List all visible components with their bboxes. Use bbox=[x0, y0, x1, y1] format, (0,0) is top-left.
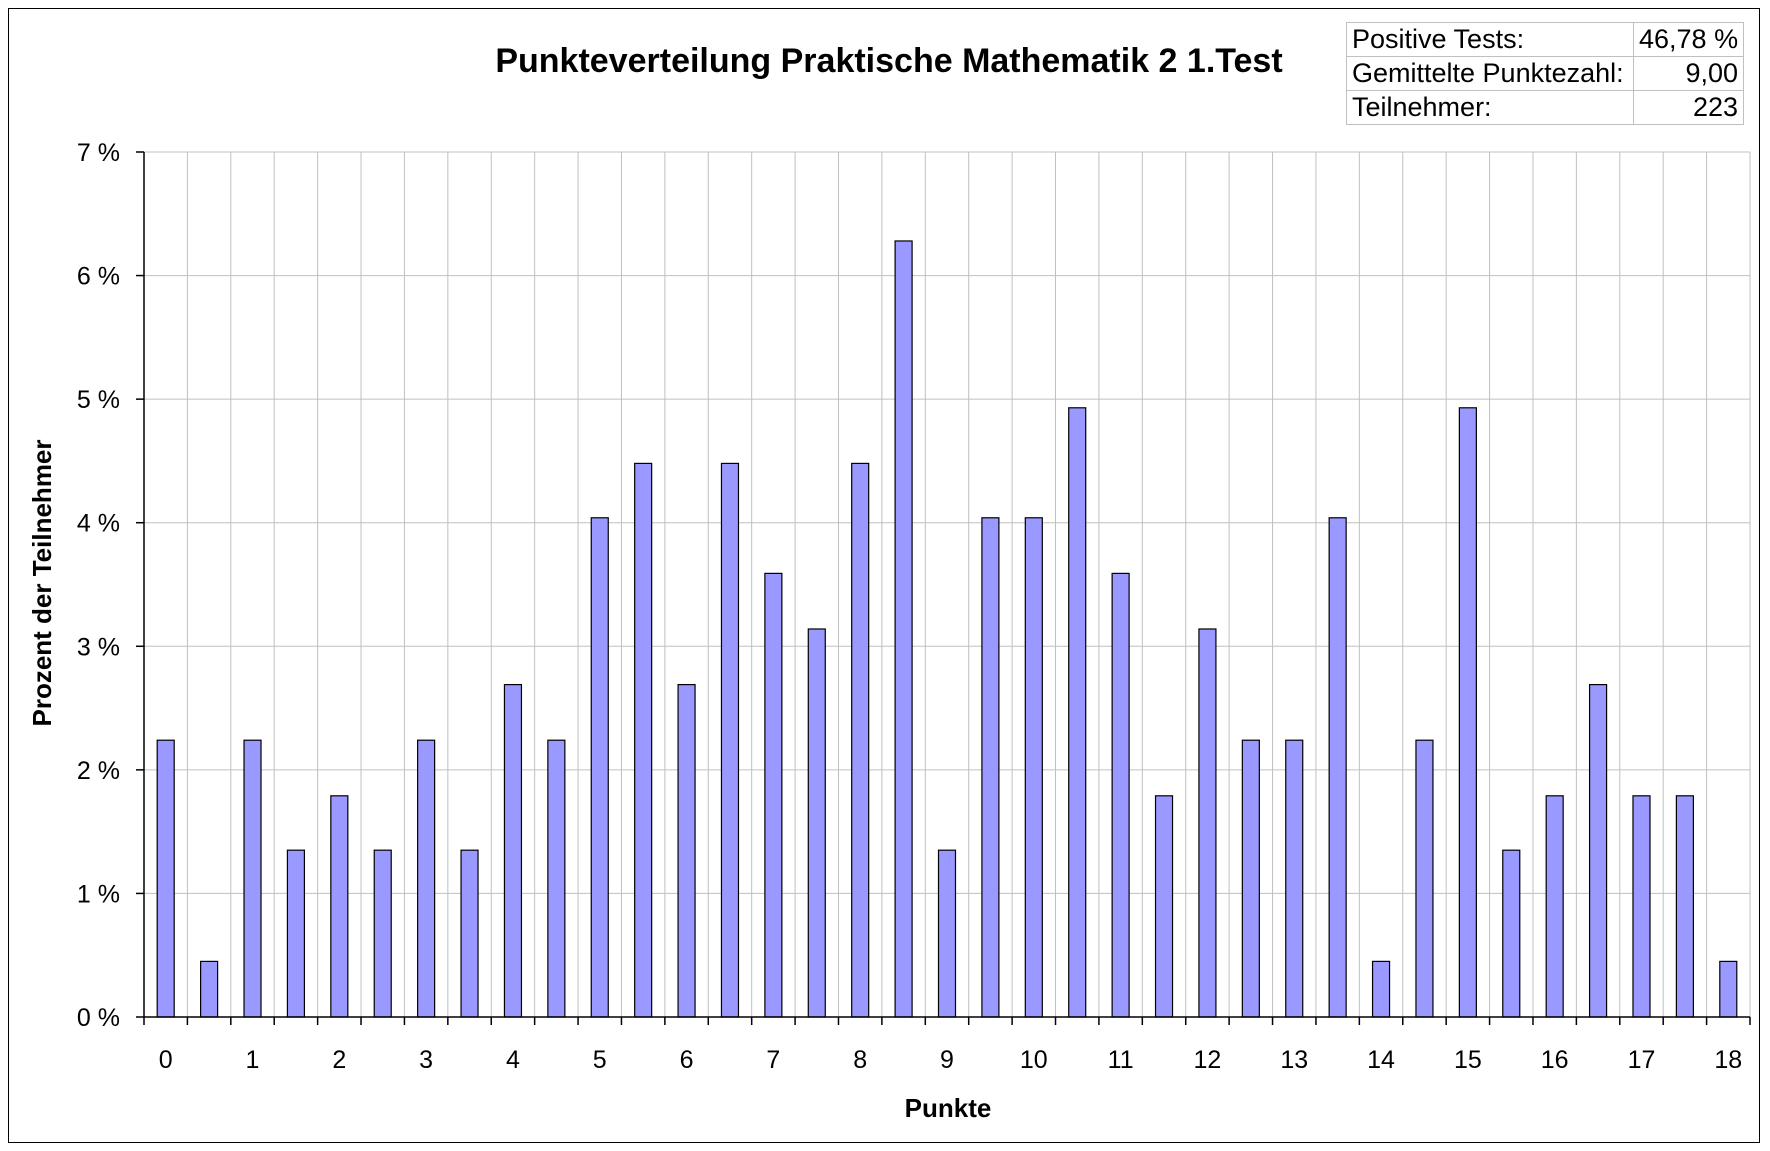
y-tick-label: 4 % bbox=[77, 510, 120, 538]
chart-frame bbox=[8, 8, 1760, 1143]
bar bbox=[807, 628, 826, 1018]
bar bbox=[677, 683, 696, 1018]
bar bbox=[851, 462, 870, 1018]
stats-label: Teilnehmer: bbox=[1346, 90, 1634, 125]
x-tick-label: 3 bbox=[419, 1046, 433, 1074]
stats-table: Positive Tests: 46,78 % Gemittelte Punkt… bbox=[1346, 22, 1745, 125]
bar bbox=[937, 849, 957, 1018]
bar bbox=[503, 683, 523, 1018]
stats-value: 46,78 % bbox=[1632, 22, 1745, 57]
bar bbox=[1111, 572, 1130, 1018]
x-tick-label: 4 bbox=[506, 1046, 520, 1074]
bar bbox=[764, 572, 783, 1018]
y-tick-label: 1 % bbox=[77, 880, 120, 908]
bar bbox=[156, 739, 175, 1018]
x-tick-label: 10 bbox=[1020, 1046, 1048, 1074]
x-tick-label: 9 bbox=[940, 1046, 954, 1074]
bar bbox=[1285, 739, 1304, 1018]
x-tick-label: 5 bbox=[593, 1046, 607, 1074]
bar bbox=[1328, 517, 1347, 1018]
bar bbox=[1458, 407, 1477, 1018]
bar bbox=[286, 849, 306, 1018]
x-tick-label: 14 bbox=[1367, 1046, 1395, 1074]
stats-value: 9,00 bbox=[1632, 56, 1745, 91]
x-tick-label: 18 bbox=[1714, 1046, 1742, 1074]
bar bbox=[1675, 795, 1694, 1018]
x-tick-label: 11 bbox=[1108, 1046, 1134, 1074]
chart-title: Punkteverteilung Praktische Mathematik 2… bbox=[495, 42, 1282, 80]
bar bbox=[1415, 739, 1434, 1018]
x-tick-label: 12 bbox=[1194, 1046, 1222, 1074]
bar bbox=[1632, 795, 1651, 1018]
stats-row-positive-tests: Positive Tests: 46,78 % bbox=[1346, 22, 1745, 57]
bar bbox=[1545, 795, 1564, 1018]
y-tick-label: 7 % bbox=[77, 139, 120, 167]
stats-value: 223 bbox=[1632, 90, 1745, 125]
stats-label: Gemittelte Punktezahl: bbox=[1346, 56, 1634, 91]
bar bbox=[1719, 960, 1738, 1018]
bar bbox=[330, 795, 349, 1018]
bar bbox=[1198, 628, 1217, 1018]
bar bbox=[1154, 795, 1174, 1018]
stats-label: Positive Tests: bbox=[1346, 22, 1634, 57]
x-tick-label: 6 bbox=[680, 1046, 694, 1074]
bar bbox=[720, 462, 740, 1018]
bar bbox=[1241, 739, 1260, 1018]
bar bbox=[417, 739, 436, 1018]
bar bbox=[1024, 517, 1043, 1018]
x-tick-label: 15 bbox=[1454, 1046, 1482, 1074]
x-tick-label: 1 bbox=[246, 1046, 260, 1074]
bar bbox=[1371, 960, 1391, 1018]
bar bbox=[243, 739, 262, 1018]
x-tick-label: 0 bbox=[159, 1046, 173, 1074]
bar bbox=[547, 739, 566, 1018]
bar bbox=[1502, 849, 1521, 1018]
x-tick-label: 2 bbox=[332, 1046, 346, 1074]
y-tick-label: 3 % bbox=[77, 633, 120, 661]
x-axis-label: Punkte bbox=[905, 1093, 992, 1123]
bar bbox=[590, 517, 609, 1018]
stats-row-average-points: Gemittelte Punktezahl: 9,00 bbox=[1346, 56, 1745, 91]
x-tick-label: 16 bbox=[1541, 1046, 1569, 1074]
bar bbox=[634, 462, 653, 1018]
stats-row-participants: Teilnehmer: 223 bbox=[1346, 90, 1745, 125]
y-tick-label: 5 % bbox=[77, 386, 120, 414]
bar bbox=[1068, 407, 1087, 1018]
x-tick-label: 8 bbox=[853, 1046, 867, 1074]
bar bbox=[981, 517, 1000, 1018]
bar bbox=[373, 849, 392, 1018]
bar bbox=[200, 960, 219, 1018]
x-tick-label: 7 bbox=[766, 1046, 780, 1074]
bar bbox=[894, 240, 913, 1018]
bar bbox=[460, 849, 479, 1018]
y-tick-label: 0 % bbox=[77, 1004, 120, 1032]
y-tick-label: 2 % bbox=[77, 757, 120, 785]
x-tick-label: 17 bbox=[1628, 1046, 1656, 1074]
y-tick-label: 6 % bbox=[77, 263, 120, 291]
y-axis-label: Prozent der Teilnehmer bbox=[27, 439, 57, 726]
x-tick-label: 13 bbox=[1280, 1046, 1308, 1074]
bar bbox=[1588, 683, 1608, 1018]
